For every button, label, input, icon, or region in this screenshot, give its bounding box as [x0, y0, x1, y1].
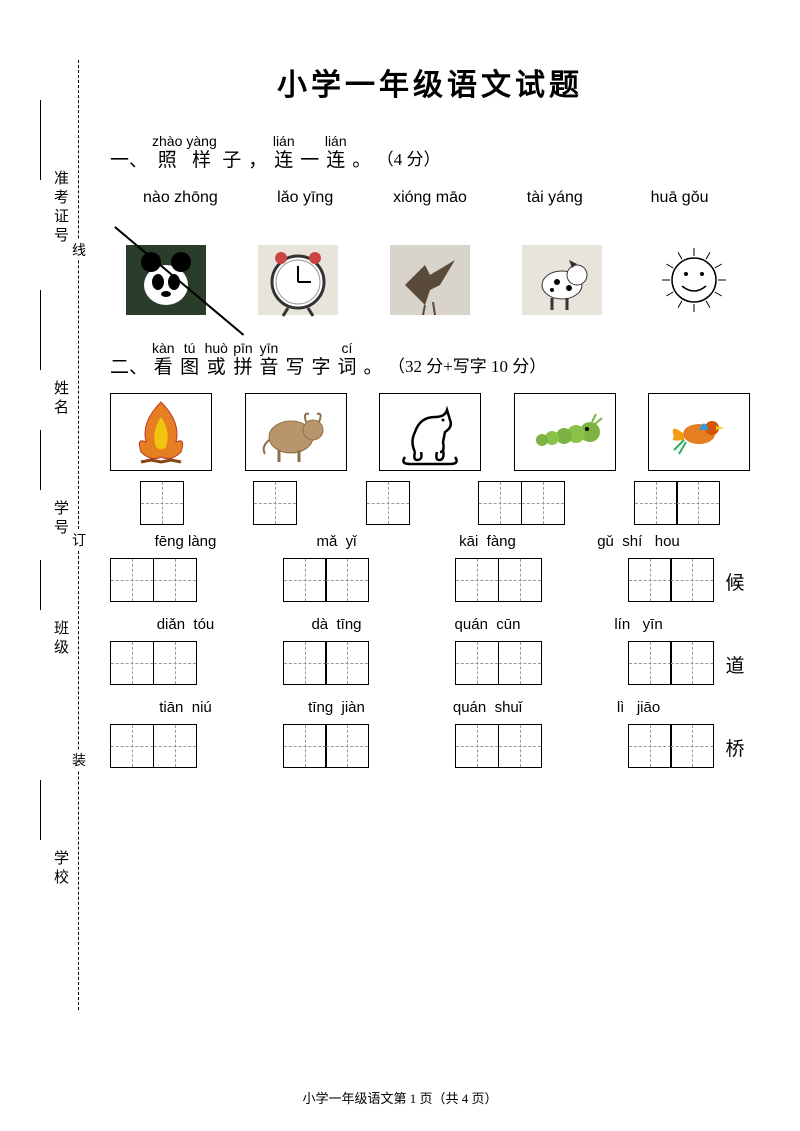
ruby-char: 写: [284, 341, 306, 382]
char-write-box[interactable]: [253, 481, 297, 525]
binding-blank-0: [40, 100, 41, 180]
binding-marker-0: 线: [72, 240, 86, 260]
pinyin-label: tài yáng: [492, 189, 617, 207]
ruby-char: 子: [221, 134, 243, 175]
char-write-box[interactable]: [634, 481, 721, 525]
char-write-box[interactable]: [283, 641, 370, 685]
q1-pinyin-row: nào zhōnglǎo yīngxióng māotài yánghuā gǒ…: [110, 189, 750, 207]
binding-marker-2: 装: [72, 750, 86, 770]
panda-icon: [118, 237, 214, 323]
binding-label-4: 学校: [50, 850, 71, 888]
ruby-char: ，: [247, 134, 269, 175]
char-write-box[interactable]: [628, 724, 715, 768]
binding-label-3: 班级: [50, 620, 71, 658]
bird-icon: [648, 393, 750, 471]
clock-icon: [250, 237, 346, 323]
char-write-box[interactable]: [110, 641, 197, 685]
q1-header: 一、zhào照yàng样 子 ，lián连 一lián连 。 （4 分）: [110, 134, 750, 175]
tian-row: [110, 641, 714, 685]
eagle-icon: [382, 237, 478, 323]
pinyin-row: tiān niútīng jiànquán shuǐlì jiāo: [110, 699, 750, 716]
ruby-char: pīn拼: [232, 341, 254, 382]
q1-image-row: [110, 237, 750, 323]
ruby-char: 。: [351, 134, 373, 175]
char-write-box[interactable]: [110, 724, 197, 768]
tian-row: [110, 724, 714, 768]
char-write-box[interactable]: [110, 558, 197, 602]
char-write-box[interactable]: [455, 724, 542, 768]
char-write-box[interactable]: [478, 481, 565, 525]
trail-char: 道: [720, 651, 750, 678]
score-text: （4 分）: [377, 134, 441, 175]
fire-icon: [110, 393, 212, 471]
q2-tian-row-1: [110, 481, 750, 525]
ruby-char: yàng样: [186, 134, 216, 175]
binding-marker-1: 订: [72, 530, 86, 550]
char-write-box[interactable]: [628, 641, 715, 685]
binding-label-1: 姓名: [50, 380, 71, 418]
pinyin-row: diǎn tóudà tīngquán cūnlín yīn: [110, 616, 750, 633]
question-number: 二、: [110, 341, 148, 382]
tian-row: [110, 558, 714, 602]
page-footer: 小学一年级语文第 1 页（共 4 页）: [0, 1088, 800, 1107]
ruby-char: zhào照: [152, 134, 182, 175]
binding-label-0: 准考证号: [50, 170, 71, 246]
page: 准考证号 线 姓名 学号 订 班级 装 学校 小学一年级语文试题 一、zhào照…: [0, 0, 800, 1131]
q2-header: 二、kàn看tú图huò或pīn拼yīn音 写 字cí词 。 （32 分+写字 …: [110, 341, 750, 382]
ruby-char: 一: [299, 134, 321, 175]
char-write-box[interactable]: [366, 481, 410, 525]
ruby-char: 。: [362, 341, 384, 382]
ruby-char: cí词: [336, 341, 358, 382]
worm-icon: [514, 393, 616, 471]
char-write-box[interactable]: [140, 481, 184, 525]
ruby-char: kàn看: [152, 341, 175, 382]
binding-label-2: 学号: [50, 500, 71, 538]
ruby-char: yīn音: [258, 341, 280, 382]
trail-char: 桥: [720, 734, 750, 761]
pinyin-label: nào zhōng: [118, 189, 243, 207]
char-write-box[interactable]: [283, 724, 370, 768]
dog-icon: [514, 237, 610, 323]
page-title: 小学一年级语文试题: [110, 60, 750, 104]
ruby-char: huò或: [205, 341, 228, 382]
horse-icon: [379, 393, 481, 471]
q2-image-row: [110, 393, 750, 471]
sun-icon: [646, 237, 742, 323]
trail-char: 候: [720, 568, 750, 595]
char-write-box[interactable]: [455, 558, 542, 602]
pinyin-row: fēng làngmǎ yǐkāi fànggǔ shí hou: [110, 533, 750, 550]
question-number: 一、: [110, 134, 148, 175]
ruby-char: lián连: [325, 134, 347, 175]
char-write-box[interactable]: [628, 558, 715, 602]
binding-blank-4: [40, 780, 41, 840]
binding-blank-2: [40, 430, 41, 490]
binding-blank-1: [40, 290, 41, 370]
ruby-char: lián连: [273, 134, 295, 175]
char-write-box[interactable]: [283, 558, 370, 602]
ox-icon: [245, 393, 347, 471]
ruby-char: 字: [310, 341, 332, 382]
ruby-char: tú图: [179, 341, 201, 382]
pinyin-label: lǎo yīng: [243, 189, 368, 207]
char-write-box[interactable]: [455, 641, 542, 685]
score-text: （32 分+写字 10 分）: [388, 341, 546, 382]
pinyin-label: xióng māo: [368, 189, 493, 207]
binding-blank-3: [40, 560, 41, 610]
binding-margin: 准考证号 线 姓名 学号 订 班级 装 学校: [30, 60, 90, 1010]
pinyin-label: huā gǒu: [617, 189, 742, 207]
